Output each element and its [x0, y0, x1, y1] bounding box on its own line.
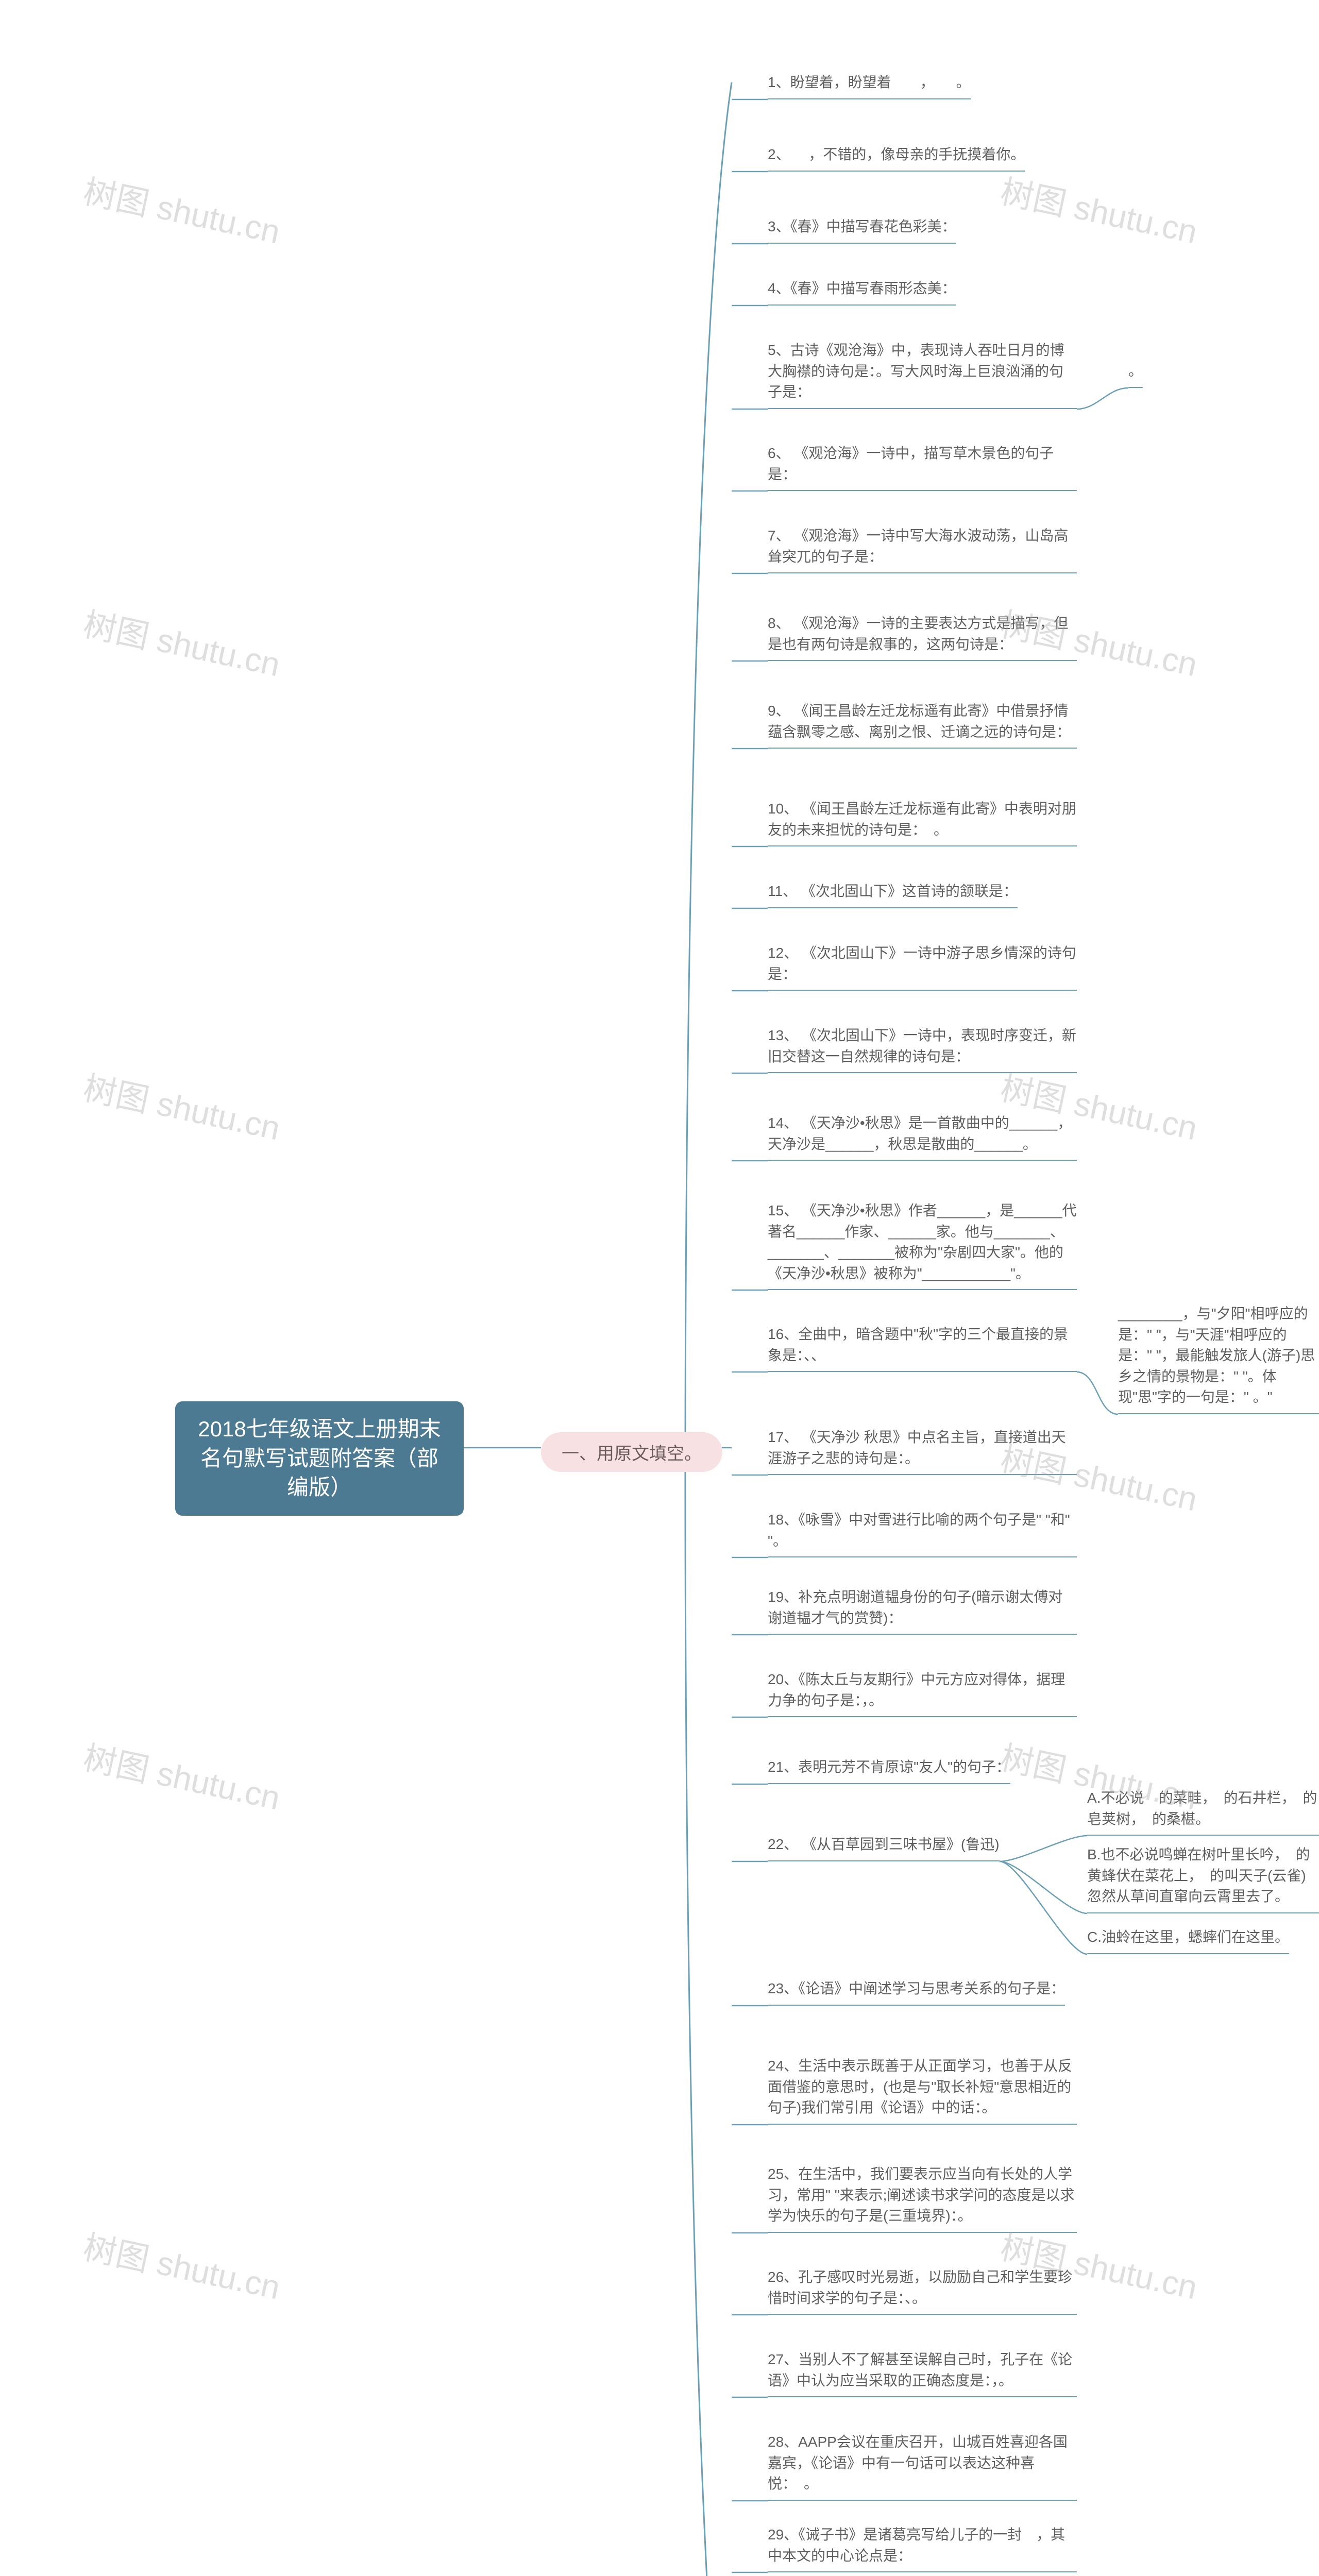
leaf-node: 11、 《次北固山下》这首诗的颔联是： [768, 881, 1018, 908]
leaf-node: 29、《诫子书》是诸葛亮写给儿子的一封 ，其中本文的中心论点是： [768, 2524, 1077, 2572]
leaf-node: 21、表明元芳不肯原谅"友人"的句子： [768, 1757, 1010, 1784]
branch-label: 一、用原文填空。 [562, 1444, 702, 1464]
leaf-node: 17、 《天净沙 秋思》中点名主旨，直接道出天涯游子之悲的诗句是：。 [768, 1427, 1077, 1475]
leaf-node: 20、《陈太丘与友期行》中元方应对得体，据理力争的句子是：，。 [768, 1669, 1077, 1717]
leaf-node: 13、 《次北固山下》一诗中，表现时序变迁，新旧交替这一自然规律的诗句是： [768, 1025, 1077, 1073]
root-label: 2018七年级语文上册期末名句默写试题附答案（部编版） [198, 1417, 441, 1499]
leaf-node: 10、 《闻王昌龄左迁龙标遥有此寄》中表明对朋友的未来担忧的诗句是： 。 [768, 799, 1077, 846]
sub-node: ________，与"夕阳"相呼应的是：" "，与"天涯"相呼应的是：" "，最… [1118, 1303, 1319, 1414]
leaf-node: 26、孔子感叹时光易逝，以励励自己和学生要珍惜时间求学的句子是：、。 [768, 2267, 1077, 2315]
leaf-node: 1、盼望着，盼望着 ， 。 [768, 72, 971, 99]
edge-layer [0, 0, 1319, 2576]
root-node: 2018七年级语文上册期末名句默写试题附答案（部编版） [175, 1401, 464, 1516]
leaf-node: 25、在生活中，我们要表示应当向有长处的人学习，常用" "来表示;阐述读书求学问… [768, 2164, 1077, 2233]
leaf-node: 16、全曲中，暗含题中"秋"字的三个最直接的景象是：、、 [768, 1324, 1077, 1372]
leaf-node: 12、 《次北固山下》一诗中游子思乡情深的诗句是： [768, 943, 1077, 991]
watermark: 树图 shutu.cn [80, 1732, 285, 1820]
watermark: 树图 shutu.cn [80, 598, 285, 686]
mindmap-canvas: 2018七年级语文上册期末名句默写试题附答案（部编版） 一、用原文填空。 1、盼… [0, 0, 1319, 2576]
leaf-node: 23、《论语》中阐述学习与思考关系的句子是： [768, 1978, 1065, 2006]
leaf-node: 5、古诗《观沧海》中，表现诗人吞吐日月的博大胸襟的诗句是：。写大风时海上巨浪汹涌… [768, 340, 1077, 409]
watermark-layer: 树图 shutu.cn 树图 shutu.cn 树图 shutu.cn 树图 shut… [0, 0, 1319, 2576]
leaf-node: 9、 《闻王昌龄左迁龙标遥有此寄》中借景抒情蕴含飘零之感、离别之恨、迁谪之远的诗… [768, 701, 1077, 749]
leaf-node: 22、 《从百草园到三味书屋》(鲁迅) [768, 1834, 1000, 1861]
sub-node: A.不必说 的菜畦， 的石井栏， 的皂荚树， 的桑椹。 [1087, 1788, 1319, 1836]
leaf-node: 28、AAPP会议在重庆召开，山城百姓喜迎各国嘉宾，《论语》中有一句话可以表达这… [768, 2432, 1077, 2501]
leaf-node: 7、 《观沧海》一诗中写大海水波动荡，山岛高耸突兀的句子是： [768, 526, 1077, 573]
branch-node: 一、用原文填空。 [541, 1432, 722, 1472]
watermark: 树图 shutu.cn [80, 1062, 285, 1150]
leaf-node: 2、 ，不错的，像母亲的手抚摸着你。 [768, 144, 1025, 172]
watermark: 树图 shutu.cn [80, 2221, 285, 2309]
leaf-node: 8、 《观沧海》一诗的主要表达方式是描写，但是也有两句诗是叙事的，这两句诗是： [768, 613, 1077, 661]
leaf-node: 24、生活中表示既善于从正面学习，也善于从反面借鉴的意思时，(也是与"取长补短"… [768, 2056, 1077, 2125]
sub-node: C.油蛉在这里，蟋蟀们在这里。 [1087, 1927, 1289, 1954]
leaf-node: 27、当别人不了解甚至误解自己时，孔子在《论语》中认为应当采取的正确态度是：，。 [768, 2349, 1077, 2397]
leaf-node: 3、《春》中描写春花色彩美： [768, 216, 956, 244]
sub-node: B.也不必说鸣蝉在树叶里长吟， 的黄蜂伏在菜花上， 的叫天子(云雀)忽然从草间直… [1087, 1844, 1319, 1913]
leaf-node: 15、 《天净沙•秋思》作者______，是______代著名______作家、… [768, 1200, 1077, 1290]
leaf-node: 19、补充点明谢道韫身份的句子(暗示谢太傅对谢道韫才气的赏赞)： [768, 1587, 1077, 1635]
watermark: 树图 shutu.cn [997, 165, 1202, 253]
leaf-node: 4、《春》中描写春雨形态美： [768, 278, 956, 306]
leaf-node: 14、 《天净沙•秋思》是一首散曲中的______，天净沙是______，秋思是… [768, 1113, 1077, 1161]
leaf-node: 18、《咏雪》中对雪进行比喻的两个句子是" "和" "。 [768, 1510, 1077, 1557]
leaf-node: 6、 《观沧海》一诗中，描写草木景色的句子是： [768, 443, 1077, 491]
sub-node: 。 [1128, 361, 1143, 388]
watermark: 树图 shutu.cn [80, 165, 285, 253]
